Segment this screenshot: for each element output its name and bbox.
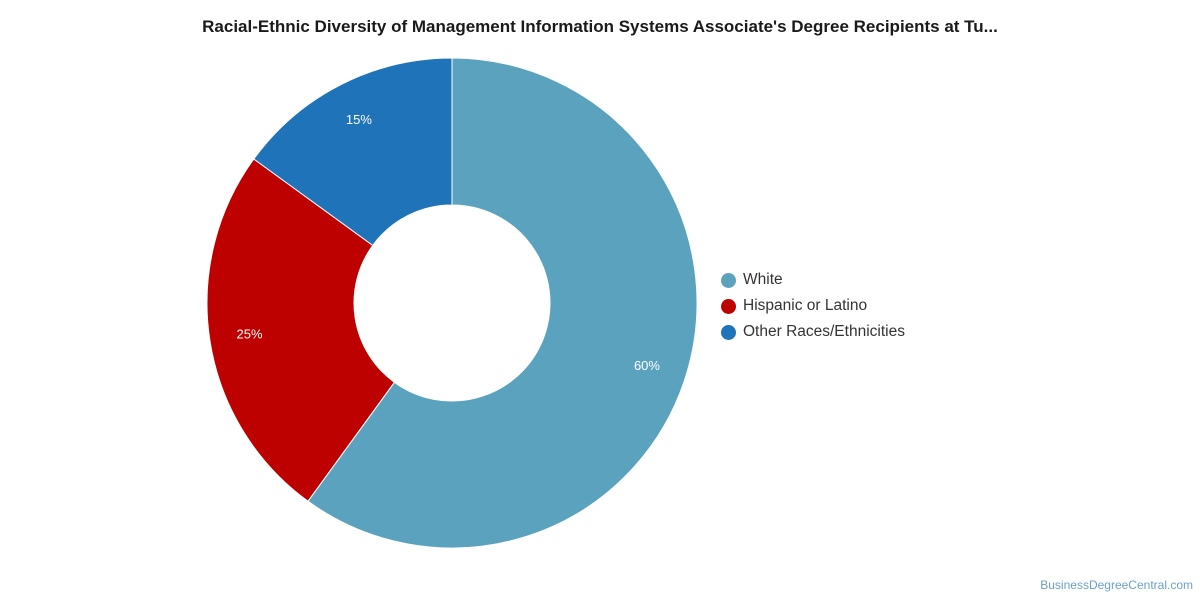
legend-label-other-races: Other Races/Ethnicities — [743, 323, 905, 340]
legend-swatch-hispanic-or-latino — [721, 298, 736, 314]
source-credit[interactable]: BusinessDegreeCentral.com — [1040, 578, 1193, 592]
data-label-white: 60% — [634, 358, 660, 373]
legend-label-hispanic-or-latino: Hispanic or Latino — [743, 297, 868, 314]
legend-swatch-white — [721, 272, 736, 288]
legend-label-white: White — [743, 271, 783, 288]
legend: White Hispanic or Latino Other Races/Eth… — [721, 267, 905, 345]
slice-hispanic-or-latino[interactable] — [206, 158, 396, 502]
legend-swatch-other-races — [721, 324, 736, 340]
legend-item-white[interactable]: White — [721, 267, 905, 293]
slice-other-races-ethnicities[interactable] — [253, 57, 453, 247]
data-label-hispanic-or-latino: 25% — [237, 327, 263, 342]
legend-item-other-races[interactable]: Other Races/Ethnicities — [721, 319, 905, 345]
legend-item-hispanic-or-latino[interactable]: Hispanic or Latino — [721, 293, 905, 319]
slice-white[interactable] — [307, 57, 698, 549]
chart-title: Racial-Ethnic Diversity of Management In… — [202, 17, 998, 36]
data-label-other-races-ethnicities: 15% — [346, 112, 372, 127]
